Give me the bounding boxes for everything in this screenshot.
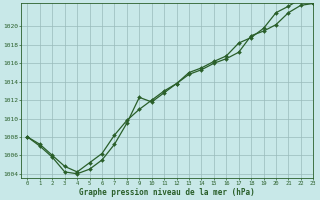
X-axis label: Graphe pression niveau de la mer (hPa): Graphe pression niveau de la mer (hPa) [79,188,255,197]
